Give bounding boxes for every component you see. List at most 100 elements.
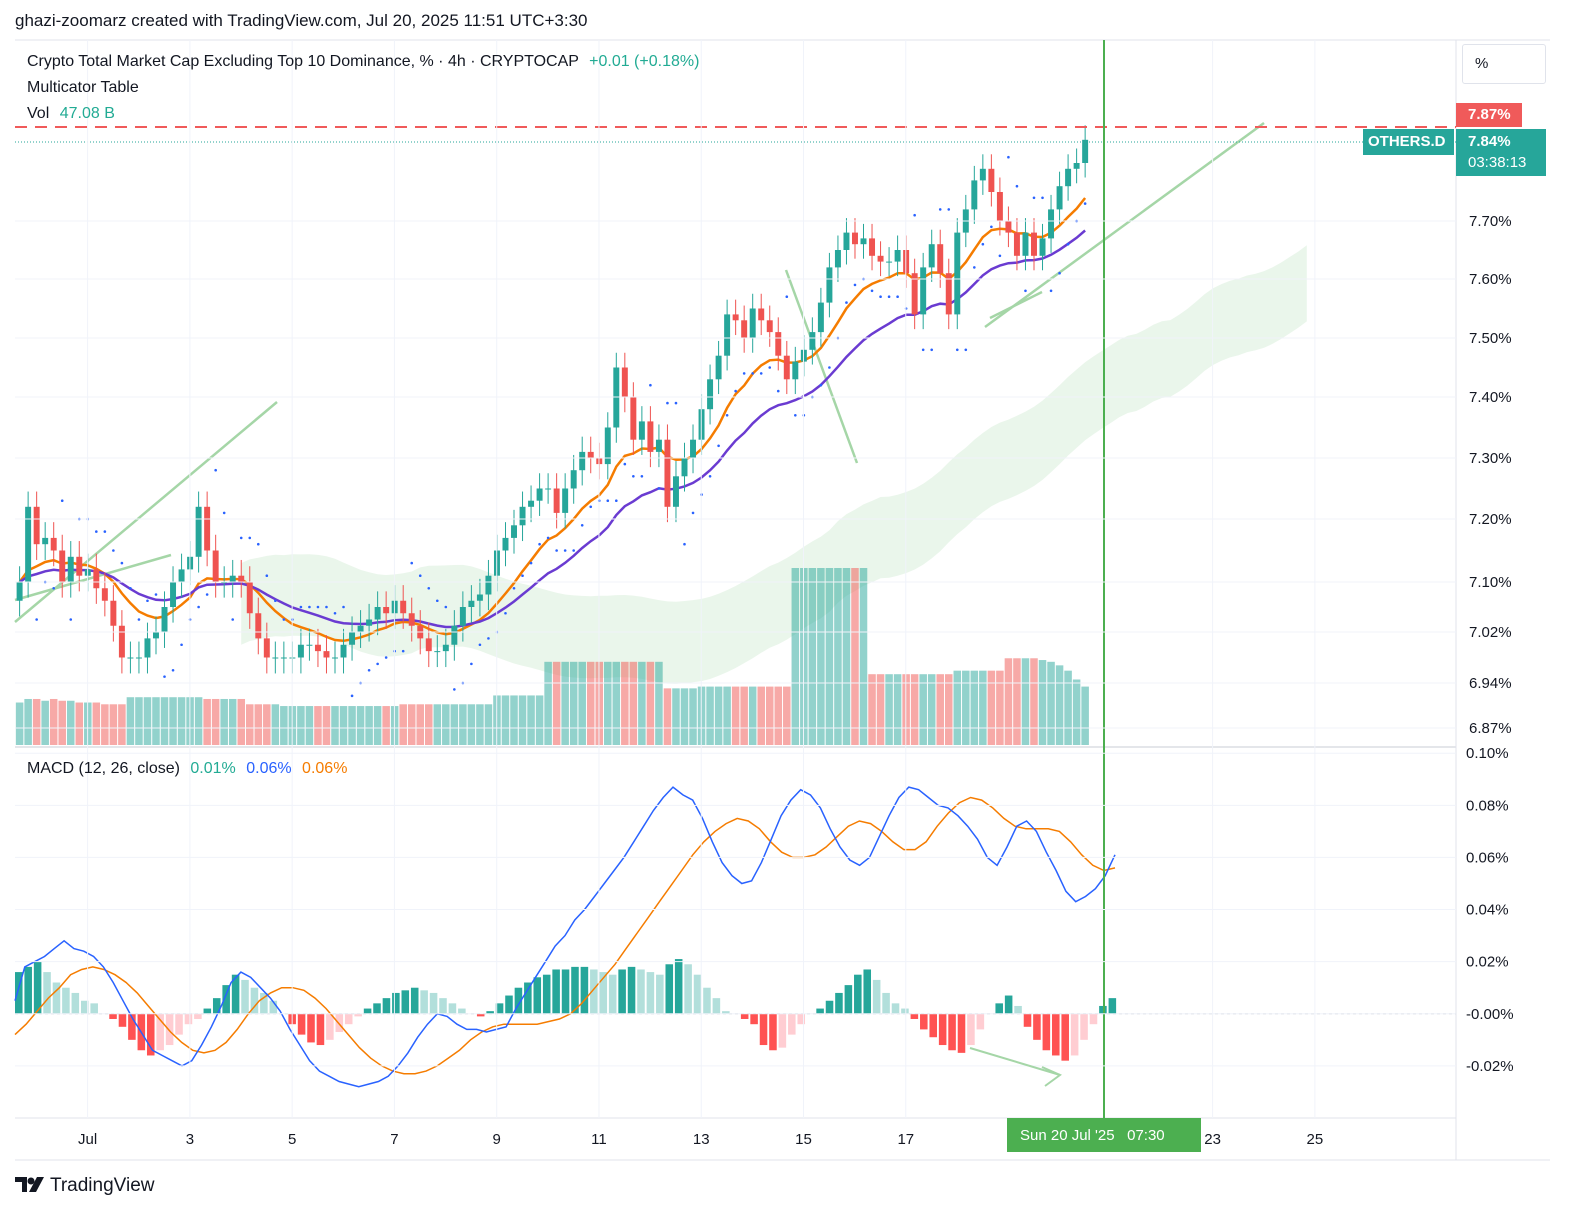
sar-dot	[879, 295, 882, 299]
time-tick-label: 23	[1204, 1131, 1221, 1148]
volume-bar	[314, 706, 322, 745]
macd-histogram-bar	[590, 969, 598, 1014]
candle-body	[792, 361, 799, 380]
candle-body	[67, 556, 74, 582]
volume-bar	[1081, 686, 1089, 745]
indicator-legend[interactable]: Multicator Table	[27, 79, 139, 96]
sar-dot	[887, 295, 891, 299]
macd-histogram-bar	[684, 964, 692, 1014]
volume-bar	[109, 704, 118, 745]
macd-histogram-bar	[618, 969, 626, 1014]
macd-histogram-bar	[533, 977, 542, 1014]
candle-body	[971, 180, 978, 210]
trend-lines[interactable]	[14, 121, 1265, 623]
sar-dot	[725, 414, 729, 417]
candle-body	[374, 607, 381, 620]
sar-dot	[256, 542, 260, 546]
volume-bar	[135, 697, 143, 745]
candle-body	[775, 332, 782, 356]
macd-divergence-arrow[interactable]	[969, 1047, 1061, 1076]
volume-bar	[612, 661, 621, 745]
symbol-legend[interactable]: Crypto Total Market Cap Excluding Top 10…	[27, 53, 699, 71]
sar-dot	[410, 561, 414, 565]
volume-legend[interactable]: Vol 47.08 B	[27, 105, 115, 123]
volume-bar	[1072, 679, 1081, 745]
volume-bar	[825, 568, 834, 745]
volume-bar	[586, 661, 595, 745]
candle-body	[468, 600, 475, 607]
volume-bar	[237, 698, 245, 745]
candle-body	[690, 439, 697, 458]
volume-bar	[765, 686, 774, 745]
sar-dot	[606, 499, 610, 503]
candle-body	[741, 320, 748, 338]
sar-dot	[657, 487, 661, 490]
sar-dot	[180, 643, 183, 647]
candle-body	[519, 506, 526, 526]
macd-histogram-bar	[901, 1008, 909, 1014]
sar-dot	[683, 542, 686, 546]
time-tick-label: 13	[693, 1131, 710, 1148]
sar-dot	[444, 605, 448, 609]
sar-dot	[197, 605, 200, 609]
sar-dot	[776, 389, 780, 393]
resistance-price-label: 7.87%	[1468, 106, 1511, 123]
volume-bar	[979, 670, 987, 745]
sar-dot	[529, 561, 533, 565]
sar-dot	[785, 295, 789, 299]
sar-dot	[342, 605, 345, 609]
sar-dot	[828, 366, 831, 369]
candle-body	[238, 575, 245, 582]
candle-body	[826, 267, 833, 303]
sar-dot	[299, 605, 303, 609]
volume-bar	[663, 688, 672, 745]
volume-bar	[748, 686, 757, 745]
candle-body	[630, 397, 637, 440]
macd-tick-label: 0.08%	[1466, 797, 1509, 814]
sar-dot	[453, 688, 456, 691]
macd-histogram-bar	[231, 974, 240, 1014]
candle-body	[758, 308, 765, 321]
macd-histogram-bar	[797, 1013, 806, 1025]
sar-dot	[367, 668, 371, 672]
ema-fast-line	[18, 197, 1087, 643]
percent-scale-button[interactable]: %	[1462, 44, 1546, 84]
sar-dot	[990, 225, 993, 229]
candle-body	[996, 192, 1003, 221]
volume-bar	[194, 697, 203, 745]
candle-body	[323, 651, 330, 658]
sar-dot	[708, 475, 712, 478]
candle-body	[1065, 168, 1072, 187]
volume-value: 47.08 B	[59, 105, 115, 122]
sar-dot	[1032, 196, 1036, 200]
volume-bar	[535, 695, 544, 745]
macd-histogram-bar	[524, 982, 532, 1014]
tradingview-brand[interactable]: TradingView	[15, 1175, 155, 1197]
macd-histogram-bar	[392, 992, 400, 1014]
macd-legend[interactable]: MACD (12, 26, close) 0.01% 0.06% 0.06%	[27, 760, 347, 778]
candle-body	[604, 427, 611, 465]
volume-bar	[101, 704, 109, 745]
sar-dot	[384, 656, 388, 659]
volume-bar	[41, 700, 49, 745]
volume-bar	[876, 674, 885, 745]
candle-body	[408, 613, 415, 626]
macd-histogram-bar	[1108, 998, 1117, 1014]
volume-bar	[1004, 658, 1013, 745]
volume-bar	[953, 670, 962, 745]
volume-bar	[1055, 665, 1064, 745]
ichimoku-cloud	[241, 245, 1307, 684]
sar-dot	[759, 372, 763, 375]
macd-tick-label: -0.02%	[1466, 1058, 1514, 1075]
candle-body	[93, 569, 100, 589]
macd-histogram-bar	[1052, 1013, 1060, 1056]
volume-bar	[297, 706, 305, 745]
macd-tick-label: 0.06%	[1466, 849, 1509, 866]
sar-dot	[794, 414, 797, 417]
candle-body	[434, 651, 441, 653]
volume-bar	[646, 661, 655, 745]
macd-histogram-bar	[128, 1013, 136, 1040]
volume-bar	[910, 674, 919, 745]
macd-histogram-bar	[307, 1013, 315, 1043]
